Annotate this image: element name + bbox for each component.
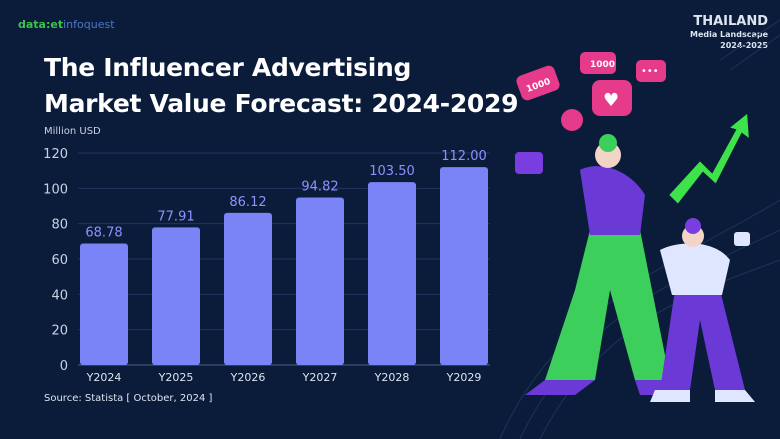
bar [80, 243, 128, 365]
badge-subtitle: Media Landscape [689, 30, 768, 39]
y-axis-label: Million USD [44, 126, 101, 137]
x-tick-label: Y2024 [86, 371, 122, 384]
logo-part2: infoquest [63, 18, 115, 31]
value-label: 103.50 [369, 164, 415, 179]
value-label: 94.82 [301, 179, 338, 194]
badge-title: THAILAND [693, 14, 768, 29]
chat-bubble-icon: ••• [636, 60, 666, 82]
bar [224, 212, 272, 365]
badge-years: 2024-2025 [720, 41, 768, 50]
thailand-badge: THAILAND Media Landscape 2024-2025 [690, 14, 768, 51]
bar [152, 227, 200, 365]
source-note: Source: Statista [ October, 2024 ] [44, 393, 213, 404]
value-label: 77.91 [157, 209, 194, 224]
x-tick-label: Y2025 [158, 371, 194, 384]
y-tick-label: 120 [43, 147, 68, 162]
influencer-woman-2 [650, 218, 755, 402]
growth-arrow-icon [666, 110, 752, 207]
like-bubble-icon: 1000 [516, 65, 560, 101]
value-label: 68.78 [85, 225, 122, 240]
bubble-count-2: 1000 [590, 60, 615, 70]
title-line-1: The Influencer Advertising [44, 53, 412, 82]
x-tick-label: Y2027 [302, 371, 338, 384]
y-tick-label: 20 [51, 324, 68, 339]
x-tick-label: Y2029 [446, 371, 482, 384]
bar [368, 182, 416, 365]
y-tick-label: 0 [60, 359, 68, 374]
value-label: 112.00 [441, 149, 487, 164]
datet-infoquest-logo: data:etinfoquest [18, 18, 115, 31]
like-bubble-icon: 1000 [580, 52, 616, 74]
bar [296, 197, 344, 365]
title-line-2: Market Value Forecast: 2024-2029 [44, 89, 519, 118]
x-tick-label: Y2028 [374, 371, 410, 384]
heart-bubble-icon: ♥ [592, 80, 632, 116]
svg-text:•••: ••• [641, 66, 659, 77]
logo-part1: data:et [18, 18, 64, 31]
chart-title: The Influencer Advertising Market Value … [44, 50, 519, 122]
y-tick-label: 40 [51, 288, 68, 303]
x-tick-label: Y2026 [230, 371, 266, 384]
y-tick-label: 80 [51, 218, 68, 233]
y-tick-label: 60 [51, 253, 68, 268]
bar [440, 167, 488, 365]
value-label: 86.12 [229, 195, 266, 210]
chat-bubble-icon [561, 109, 583, 131]
y-tick-label: 100 [43, 182, 68, 197]
svg-text:♥: ♥ [603, 90, 619, 111]
